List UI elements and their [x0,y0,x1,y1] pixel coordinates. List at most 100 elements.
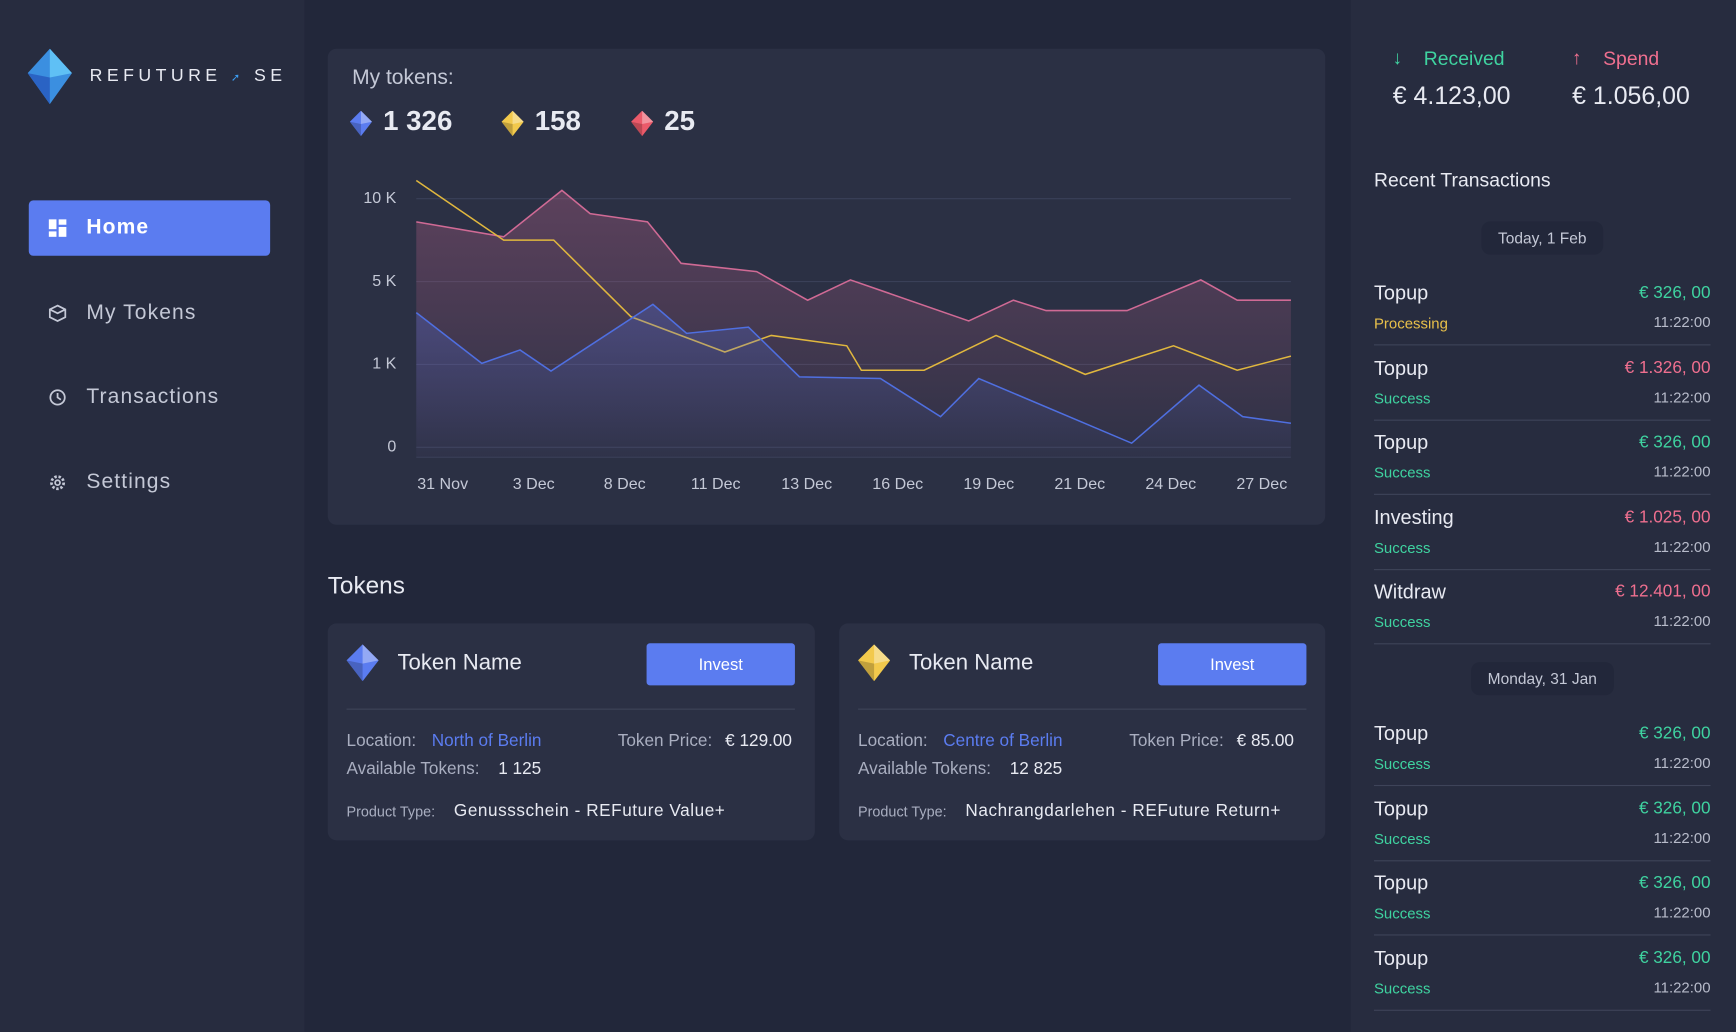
y-tick-label: 10 K [363,189,396,207]
tx-status: Success [1373,389,1431,407]
tx-amount: € 326, 00 [1638,948,1711,968]
available-label: Available Tokens: [858,759,991,779]
location: Centre of Berlin [943,731,1063,751]
tx-status: Success [1373,905,1431,922]
divider [346,708,795,710]
price-label: Token Price: [1129,731,1224,751]
brand-name: REFUTURE [89,66,222,86]
type-label: Product Type: [858,803,947,820]
card-title: My tokens: [352,66,454,90]
x-tick-label: 19 Dec [963,475,1014,493]
nav-label: My Tokens [86,300,197,324]
token-name: Token Name [397,650,522,675]
nav-item[interactable]: My Tokens [29,285,270,340]
tx-time: 11:22:00 [1653,538,1711,555]
tx-amount: € 326, 00 [1638,724,1711,743]
nav-item[interactable]: Transactions [29,370,270,425]
token-count: 25 [664,105,696,137]
nav-item[interactable]: Settings [29,454,270,509]
invest-button[interactable]: Invest [1158,643,1307,686]
token-icon [349,110,372,137]
available: 1 125 [498,759,542,779]
brand-suffix: SE [253,66,287,86]
token-card: Token Name Invest Location: Centre of Berli… [839,623,1326,841]
tx-title: Topup [1373,356,1429,379]
token-count: 1 326 [383,105,453,137]
x-tick-label: 21 Dec [1054,475,1105,493]
tx-time: 11:22:00 [1653,829,1711,846]
token-name: Token Name [908,650,1034,675]
logo [27,48,72,105]
tx-title: Topup [1373,722,1429,745]
line [416,189,1291,322]
tx-status: Success [1373,539,1431,556]
price-label: Token Price: [617,731,713,751]
tx-divider [1373,493,1711,495]
x-tick-label: 13 Dec [781,475,832,493]
nav-label: Home [86,215,150,240]
nav-item[interactable]: Home [28,200,271,256]
tx-time: 11:22:00 [1653,463,1711,480]
available-label: Available Tokens: [346,759,480,779]
tx-amount: € 326, 00 [1638,798,1711,818]
tx-amount: € 326, 00 [1638,283,1711,303]
tx-time: 11:22:00 [1653,612,1711,630]
tx-amount: € 326, 00 [1638,873,1711,893]
divider [858,708,1307,710]
type-label: Product Type: [346,803,436,820]
tx-title: Investing [1373,505,1454,529]
summary-arrow: ↑ [1572,47,1582,69]
tx-status: Success [1373,979,1431,997]
area [416,304,1291,458]
brand: REFUTURE ➚ SE [89,66,287,86]
tx-title: Topup [1373,871,1429,895]
y-tick-label: 0 [387,438,396,456]
tx-time: 11:22:00 [1653,903,1711,921]
y-tick-label: 1 K [372,355,396,373]
tx-title: Witdraw [1373,580,1446,603]
available: 12 825 [1009,759,1063,779]
tx-divider [1373,1009,1711,1011]
location-label: Location: [858,731,928,751]
tx-status: Success [1373,613,1431,631]
invest-button[interactable]: Invest [646,643,795,686]
chart-card: My tokens: 0 1 K 5 K 10 K 31 Nov 3 Dec 8 Dec 11… [327,48,1326,525]
nav-label: Transactions [86,385,220,409]
tx-divider [1373,859,1711,861]
token-card: Token Name Invest Location: North of Berlin… [327,623,815,841]
tx-divider [1373,419,1711,421]
tx-status: Processing [1373,314,1448,332]
x-tick-label: 24 Dec [1145,475,1196,493]
chart: 0 1 K 5 K 10 K 31 Nov 3 Dec 8 Dec 11 Dec 13 Dec 1… [363,179,1292,493]
x-tick-label: 3 Dec [513,475,555,493]
tx-title: Topup [1373,797,1429,820]
nav-icon [50,474,66,490]
tx-status: Success [1373,830,1431,847]
tx-amount: € 1.025, 00 [1624,507,1711,527]
tx-amount: € 326, 00 [1638,432,1711,452]
tx-title: Topup [1373,281,1429,304]
price: € 85.00 [1236,731,1294,751]
tx-amount: € 1.326, 00 [1624,358,1711,377]
line [415,303,1292,445]
token-icon [858,644,891,682]
location-label: Location: [346,731,417,751]
date-pill: Monday, 31 Jan [1471,662,1614,696]
nav-icon [49,389,66,406]
tx-divider [1373,934,1711,936]
price: € 129.00 [725,731,792,751]
tx-time: 11:22:00 [1653,978,1711,996]
token-icon [346,644,379,682]
tx-title: Topup [1373,431,1429,454]
summary-label: Spend [1603,47,1660,70]
sidebar: REFUTURE ➚ SE Home My Tokens Transactions S… [0,0,305,1032]
tx-amount: € 12.401, 00 [1615,582,1711,602]
type: Nachrangdarlehen - REFuture Return+ [965,801,1281,821]
location: North of Berlin [431,731,542,751]
summary-label: Received [1423,47,1505,70]
tx-status: Success [1373,464,1431,482]
nav-label: Settings [86,469,172,494]
panel-title: Recent Transactions [1373,168,1551,191]
y-tick-label: 5 K [372,272,396,290]
